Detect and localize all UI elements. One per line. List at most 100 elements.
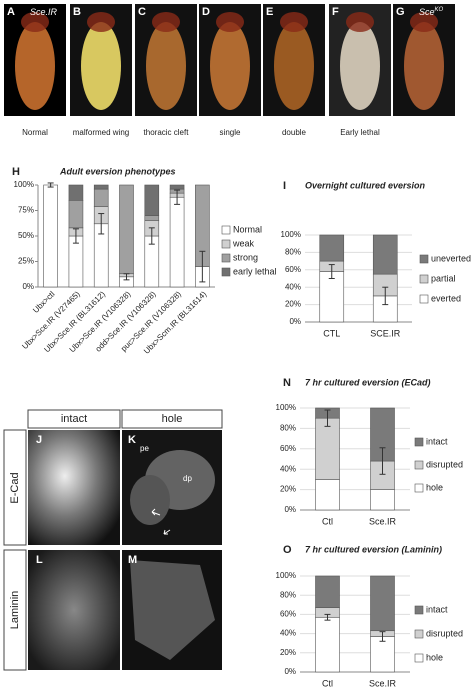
micrograph — [28, 430, 120, 545]
panel-letter: H — [12, 166, 20, 178]
legend-swatch — [221, 253, 231, 263]
panel-letter: D — [202, 6, 210, 18]
y-tick-label: 60% — [280, 444, 296, 453]
column-header: intact — [61, 413, 87, 425]
error-bar — [47, 182, 54, 188]
legend-swatch — [414, 629, 424, 639]
y-tick-label: 100% — [14, 180, 34, 189]
charts: H Adult eversion phenotypes 0% 25% 50% 75% 100… — [12, 166, 471, 688]
panel-letter: O — [283, 544, 292, 556]
y-tick-label: 60% — [285, 265, 301, 274]
legend-swatch — [221, 267, 231, 277]
legend-swatch — [221, 239, 231, 249]
legend-swatch — [419, 294, 429, 304]
panel-letter: G — [396, 6, 405, 18]
panel-letter: E — [266, 6, 273, 18]
error-bar — [324, 409, 331, 427]
bar-segment — [315, 616, 340, 673]
bar-segment — [370, 489, 395, 511]
chart-title: Overnight cultured eversion — [305, 180, 426, 190]
bar-segment — [68, 235, 84, 288]
bar-segment — [144, 215, 160, 222]
annotation: dp — [183, 474, 192, 483]
fly-body — [274, 22, 314, 110]
panel-letter: C — [138, 6, 146, 18]
photo-caption: Early lethal — [340, 128, 380, 137]
error-bar — [328, 264, 335, 279]
panel-letter: A — [7, 6, 15, 18]
x-tick-label: Ctl — [322, 516, 333, 526]
bar-segment — [319, 271, 345, 323]
legend-label: intact — [426, 604, 448, 614]
photo-tag: SceKO — [419, 7, 444, 18]
fly-body — [404, 22, 444, 110]
y-tick-label: 20% — [285, 300, 301, 309]
y-tick-label: 0% — [22, 282, 34, 291]
legend-swatch — [221, 225, 231, 235]
y-tick-label: 40% — [280, 629, 296, 638]
legend-label: partial — [431, 273, 456, 283]
y-tick-label: 40% — [285, 282, 301, 291]
legend-label: uneverted — [431, 253, 471, 263]
arrow — [151, 508, 171, 535]
fly-head — [21, 12, 49, 32]
bar-segment — [93, 184, 109, 190]
row-header-box — [3, 549, 27, 671]
photo-tag-text: Sce — [419, 7, 435, 17]
x-tick-label: Sce.IR — [369, 678, 397, 688]
y-tick-label: 75% — [18, 206, 34, 215]
photo-caption: thoracic cleft — [144, 128, 190, 137]
photo-caption: single — [220, 128, 241, 137]
y-tick-label: 25% — [18, 257, 34, 266]
panel-letter: K — [128, 434, 136, 446]
x-tick-label: Ctl — [322, 678, 333, 688]
error-bar — [382, 286, 389, 306]
legend-swatch — [419, 254, 429, 264]
row-header-box — [3, 429, 27, 546]
fly-head — [410, 12, 438, 32]
bar-segment — [169, 184, 185, 190]
error-bar — [379, 631, 386, 642]
legend-swatch — [414, 653, 424, 663]
x-tick-label: Sce.IR — [369, 516, 397, 526]
bar-segment — [319, 234, 345, 262]
error-bar — [123, 273, 130, 281]
panel-letter: F — [332, 6, 339, 18]
y-tick-label: 100% — [281, 230, 301, 239]
fly-body — [210, 22, 250, 110]
legend-swatch — [414, 437, 424, 447]
fly-head — [152, 12, 180, 32]
error-bar — [174, 189, 181, 205]
fly-head — [280, 12, 308, 32]
bar-segment — [370, 575, 395, 632]
photo-tag-sup: KO — [435, 7, 444, 13]
legend-label: disrupted — [426, 459, 463, 469]
chart-title: Adult eversion phenotypes — [59, 166, 176, 176]
error-bar — [98, 213, 105, 235]
y-tick-label: 60% — [280, 610, 296, 619]
panel-letter: M — [128, 554, 137, 566]
legend-label: everted — [431, 293, 461, 303]
column-header-box — [27, 409, 121, 429]
legend-label: early lethal — [233, 266, 277, 276]
column-header: hole — [162, 413, 183, 425]
y-tick-label: 50% — [18, 231, 34, 240]
panel-letter: N — [283, 377, 291, 389]
bar-segment — [93, 188, 109, 207]
error-bar — [324, 613, 331, 621]
panel-letter: L — [36, 554, 43, 566]
bar-segment — [315, 417, 340, 480]
y-tick-label: 80% — [280, 590, 296, 599]
legend-swatch — [419, 274, 429, 284]
photo-tag-text: Sce.IR — [30, 7, 58, 17]
legend-label: hole — [426, 482, 443, 492]
bar-segment — [315, 575, 340, 608]
error-bar — [379, 447, 386, 475]
legend-label: weak — [232, 238, 255, 248]
tissue — [130, 560, 215, 660]
bar-segment — [68, 200, 84, 229]
y-tick-label: 80% — [285, 248, 301, 257]
bar-segment — [43, 184, 58, 288]
bar-segment — [68, 184, 84, 201]
